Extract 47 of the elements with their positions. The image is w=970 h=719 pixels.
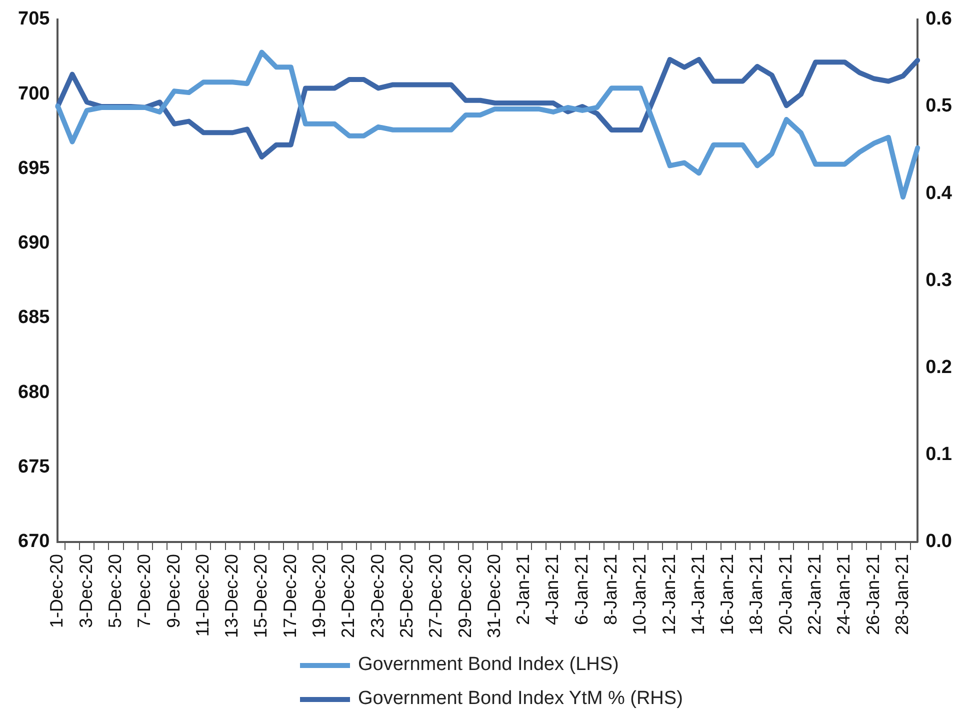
x-tick-label: 13-Dec-20: [222, 554, 242, 638]
x-tick-label: 7-Dec-20: [134, 554, 154, 628]
y2-tick-label: 0.3: [926, 270, 952, 291]
y2-tick-label: 0.4: [926, 182, 952, 204]
y-tick-label: 695: [18, 158, 50, 179]
x-tick-label: 1-Dec-20: [46, 554, 67, 628]
x-tick-label: 9-Dec-20: [163, 554, 184, 628]
x-tick-label: 29-Dec-20: [454, 554, 475, 638]
x-tick-label: 28-Jan-21: [892, 554, 912, 636]
x-tick-label: 8-Jan-21: [600, 554, 620, 626]
x-tick-label: 24-Jan-21: [834, 554, 854, 636]
legend-label: Government Bond Index (LHS): [358, 654, 619, 676]
y2-tick-label: 0.2: [926, 357, 952, 378]
x-tick-label: 22-Jan-21: [804, 554, 825, 636]
y2-tick-label: 0.6: [926, 8, 952, 30]
x-tick-label: 25-Dec-20: [396, 554, 416, 638]
y2-tick-label: 0.5: [926, 96, 952, 117]
x-tick-label: 4-Jan-21: [542, 554, 562, 626]
x-tick-label: 15-Dec-20: [250, 554, 271, 638]
x-tick-label: 18-Jan-21: [746, 554, 766, 636]
y2-tick-label: 0.0: [926, 531, 952, 552]
x-tick-label: 19-Dec-20: [309, 554, 330, 638]
y-tick-label: 685: [18, 307, 50, 328]
x-tick-label: 16-Jan-21: [717, 554, 738, 636]
legend-label: Government Bond Index YtM % (RHS): [358, 688, 683, 710]
y-tick-label: 675: [18, 456, 50, 478]
x-tick-label: 21-Dec-20: [338, 554, 358, 638]
y-tick-label: 705: [18, 8, 50, 30]
x-tick-label: 17-Dec-20: [280, 554, 300, 638]
y-tick-label: 680: [18, 382, 50, 403]
x-tick-label: 26-Jan-21: [862, 554, 883, 636]
x-tick-label: 12-Jan-21: [658, 554, 679, 636]
x-tick-label: 5-Dec-20: [104, 554, 125, 628]
y-tick-label: 700: [18, 83, 50, 104]
x-tick-label: 31-Dec-20: [484, 554, 504, 638]
y-tick-label: 670: [18, 531, 50, 552]
x-tick-label: 11-Dec-20: [192, 554, 212, 637]
x-tick-label: 2-Jan-21: [513, 554, 534, 626]
y2-tick-label: 0.1: [926, 444, 952, 466]
x-tick-label: 10-Jan-21: [630, 554, 650, 636]
x-tick-label: 3-Dec-20: [76, 554, 96, 628]
y-tick-label: 690: [18, 232, 50, 254]
x-tick-label: 27-Dec-20: [426, 554, 446, 638]
x-tick-label: 6-Jan-21: [571, 554, 592, 626]
x-tick-label: 14-Jan-21: [688, 554, 708, 636]
x-tick-label: 20-Jan-21: [775, 554, 796, 636]
x-tick-label: 23-Dec-20: [367, 554, 388, 638]
